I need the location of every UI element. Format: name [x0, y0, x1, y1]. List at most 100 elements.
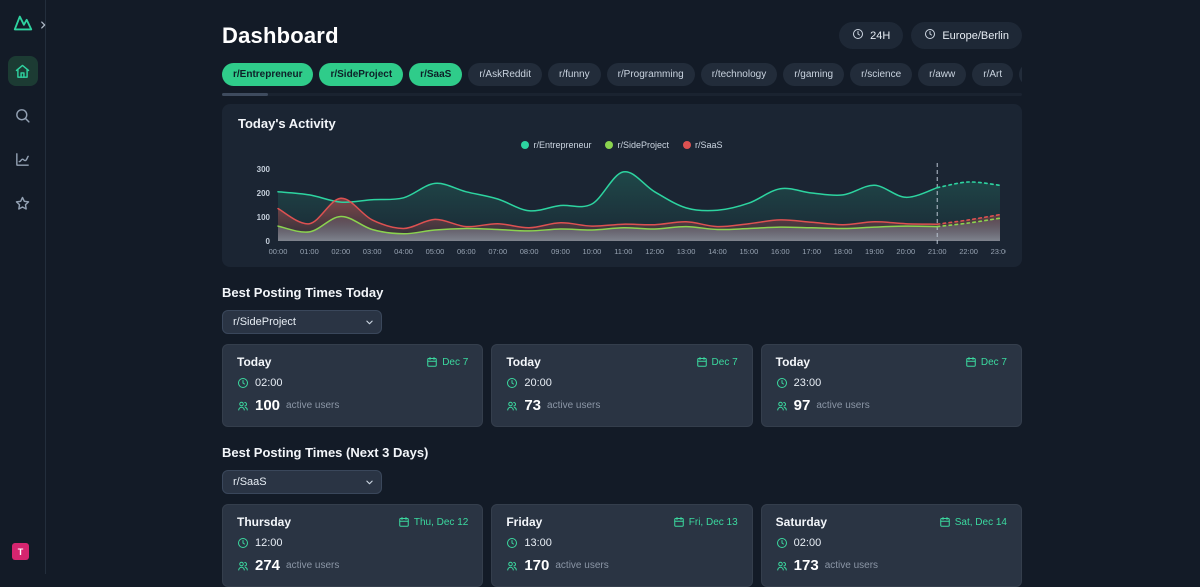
scrollbar-thumb[interactable] [222, 93, 268, 96]
svg-text:04:00: 04:00 [394, 247, 413, 256]
sidebar-item-favorites[interactable] [8, 188, 38, 218]
activity-chart[interactable]: 0 100 200 300 00:00 01:00 02:00 03:00 04:00 05:00… [238, 153, 1006, 261]
today-section-heading: Best Posting Times Today [222, 285, 384, 300]
card-header: Saturday Sat, Dec 14 [776, 515, 1007, 529]
card-users-row: 173 active users [776, 557, 1007, 574]
filter-pill-r-entrepreneur[interactable]: r/Entrepreneur [222, 63, 314, 86]
svg-text:18:00: 18:00 [834, 247, 853, 256]
filter-pill-r-science[interactable]: r/science [850, 63, 913, 86]
svg-text:0: 0 [266, 237, 271, 246]
activity-panel-title: Today's Activity [238, 116, 336, 131]
pills-scrollbar[interactable] [222, 93, 1022, 96]
card-users-row: 274 active users [237, 557, 468, 574]
card-time-row: 12:00 [237, 537, 468, 549]
sidebar: T [0, 0, 46, 574]
card-header: Today Dec 7 [506, 355, 737, 369]
card-time-row: 20:00 [506, 377, 737, 389]
sidebar-item-analytics[interactable] [8, 144, 38, 174]
card-time: 12:00 [255, 537, 283, 549]
svg-text:19:00: 19:00 [865, 247, 884, 256]
svg-text:21:00: 21:00 [928, 247, 947, 256]
svg-text:20:00: 20:00 [896, 247, 915, 256]
card-time-row: 13:00 [506, 537, 737, 549]
card-users-count: 97 [793, 397, 811, 414]
calendar-icon [426, 356, 438, 368]
card-users-suffix: active users [286, 560, 340, 571]
filter-pill-r-art[interactable]: r/Art [972, 63, 1014, 86]
filter-pill-r-gaming[interactable]: r/gaming [783, 63, 845, 86]
sidebar-item-home[interactable] [7, 56, 38, 86]
legend-dot [605, 141, 614, 149]
card-users-suffix: active users [816, 400, 870, 411]
card-date-label: Sat, Dec 14 [954, 516, 1007, 528]
card-users-row: 100 active users [237, 397, 468, 414]
card-header: Friday Fri, Dec 13 [506, 515, 737, 529]
posting-time-card: Saturday Sat, Dec 14 02:00 173 active us… [760, 504, 1022, 587]
svg-text:10:00: 10:00 [583, 247, 602, 256]
filter-pill-r-sideproject[interactable]: r/SideProject [319, 63, 404, 86]
posting-time-card: Thursday Thu, Dec 12 12:00 274 active us… [222, 504, 484, 587]
calendar-icon [398, 516, 410, 528]
posting-time-card: Today Dec 7 23:00 97 active users [760, 344, 1022, 427]
timezone-label: Europe/Berlin [942, 29, 1009, 42]
legend-label: r/SideProject [617, 140, 670, 150]
filter-pill-r-programming[interactable]: r/Programming [606, 63, 695, 86]
filter-pill-r-funny[interactable]: r/funny [548, 63, 601, 86]
timezone-button[interactable]: Europe/Berlin [911, 22, 1022, 49]
clock-icon [776, 537, 788, 549]
svg-text:07:00: 07:00 [488, 247, 507, 256]
card-day: Friday [506, 515, 543, 529]
card-day: Today [775, 355, 811, 369]
devtools-badge[interactable]: T [12, 543, 29, 560]
legend-dot [683, 141, 692, 149]
clock-icon [237, 537, 249, 549]
card-date: Fri, Dec 13 [673, 516, 738, 528]
sidebar-nav [7, 56, 38, 218]
filter-pill-r-saas[interactable]: r/SaaS [409, 63, 463, 86]
legend-item-r-entrepreneur[interactable]: r/Entrepreneur [521, 140, 591, 150]
users-icon [776, 400, 788, 412]
card-users-suffix: active users [547, 400, 601, 411]
card-time: 13:00 [524, 537, 552, 549]
home-icon [14, 63, 31, 80]
calendar-icon [939, 516, 951, 528]
page-header: Dashboard 24H Europe/Berlin [222, 22, 1022, 49]
card-users-count: 173 [793, 557, 819, 574]
card-date-label: Dec 7 [442, 356, 469, 368]
sidebar-expand-chevron[interactable] [38, 17, 48, 29]
activity-panel: Today's Activity r/Entrepreneur r/SidePro… [222, 104, 1022, 267]
card-date: Sat, Dec 14 [939, 516, 1007, 528]
search-icon [14, 107, 31, 124]
filter-pill-r-aww[interactable]: r/aww [918, 63, 967, 86]
card-users-row: 73 active users [506, 397, 737, 414]
today-subreddit-select[interactable]: r/SideProject [222, 310, 382, 334]
filter-pill-r-technology[interactable]: r/technology [700, 63, 778, 86]
app-logo[interactable] [12, 12, 34, 34]
clock-icon [924, 28, 936, 43]
card-users-suffix: active users [286, 400, 340, 411]
forecast-subreddit-select[interactable]: r/SaaS [222, 470, 382, 494]
clock-icon [506, 377, 518, 389]
legend-item-r-sideproject[interactable]: r/SideProject [605, 140, 669, 150]
svg-text:02:00: 02:00 [331, 247, 350, 256]
card-header: Today Dec 7 [776, 355, 1007, 369]
filter-pill-r-worldnews[interactable]: r/worldnews [1019, 63, 1022, 86]
svg-text:22:00: 22:00 [959, 247, 978, 256]
svg-text:00:00: 00:00 [269, 247, 288, 256]
card-day: Today [237, 355, 272, 369]
card-day: Thursday [237, 515, 292, 529]
clock-icon [506, 537, 518, 549]
svg-text:03:00: 03:00 [363, 247, 382, 256]
filter-pill-r-askreddit[interactable]: r/AskReddit [468, 63, 542, 86]
card-day: Saturday [775, 515, 828, 529]
svg-text:300: 300 [257, 165, 271, 174]
header-buttons: 24H Europe/Berlin [839, 22, 1022, 49]
card-time: 02:00 [255, 377, 283, 389]
svg-text:23:00: 23:00 [991, 247, 1006, 256]
calendar-icon [696, 356, 708, 368]
card-date: Dec 7 [426, 356, 468, 368]
time-range-button[interactable]: 24H [839, 22, 904, 49]
legend-item-r-saas[interactable]: r/SaaS [683, 140, 723, 150]
sidebar-item-search[interactable] [8, 100, 38, 130]
users-icon [506, 400, 518, 412]
